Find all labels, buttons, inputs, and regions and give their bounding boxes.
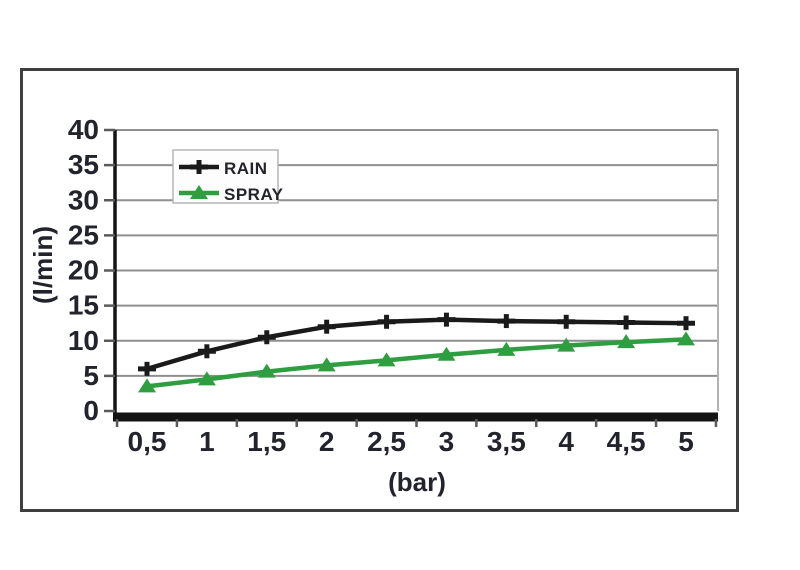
y-tick-label: 30 [68,184,99,215]
x-tick-label: 1 [199,426,215,457]
chart-figure-box: 0 5 10 15 20 25 30 35 40 0,5 1 1,5 2 2,5 3 3,5 4 4,5 5 (l/… [20,68,739,512]
x-axis-title: (bar) [388,467,446,497]
x-tick-label: 2 [319,426,335,457]
y-tick-label: 35 [68,149,99,180]
spray-marker [677,331,695,346]
x-tick-label: 4 [558,426,574,457]
y-tick-label: 5 [83,360,99,391]
x-tick-label: 4,5 [607,426,646,457]
y-tick-label: 20 [68,255,99,286]
spray-marker [437,346,456,361]
y-tick-label: 10 [68,325,99,356]
spray-marker [257,363,276,378]
spray-marker [617,334,636,349]
spray-marker [377,352,396,367]
spray-marker [197,371,216,386]
spray-marker [557,337,576,352]
flow-rate-chart: 0 5 10 15 20 25 30 35 40 0,5 1 1,5 2 2,5 3 3,5 4 4,5 5 (l/… [28,114,719,497]
axis-layer: 0 5 10 15 20 25 30 35 40 0,5 1 1,5 2 2,5 3 3,5 4 4,5 5 [68,114,718,457]
spray-line [146,337,687,389]
y-axis-title: (l/min) [28,226,58,304]
x-tick-label: 0,5 [128,426,167,457]
y-tick-label: 0 [83,395,99,426]
spray-marker [138,378,156,393]
legend: RAIN SPRAY [172,149,284,204]
legend-samples [179,160,219,199]
x-tick-label: 2,5 [367,426,406,457]
legend-label-spray: SPRAY [224,185,284,204]
x-tick-label: 3 [439,426,455,457]
x-tick-label: 5 [678,426,694,457]
legend-label-rain: RAIN [224,159,268,178]
y-tick-label: 40 [68,114,99,145]
x-tick-label: 3,5 [487,426,526,457]
y-tick-label: 15 [68,290,99,321]
series-layer [138,312,695,393]
spray-marker [497,341,516,356]
rain-line [146,317,687,372]
spray-marker [317,357,336,372]
legend-spray-marker [190,185,208,199]
x-tick-label: 1,5 [247,426,286,457]
y-tick-label: 25 [68,219,99,250]
